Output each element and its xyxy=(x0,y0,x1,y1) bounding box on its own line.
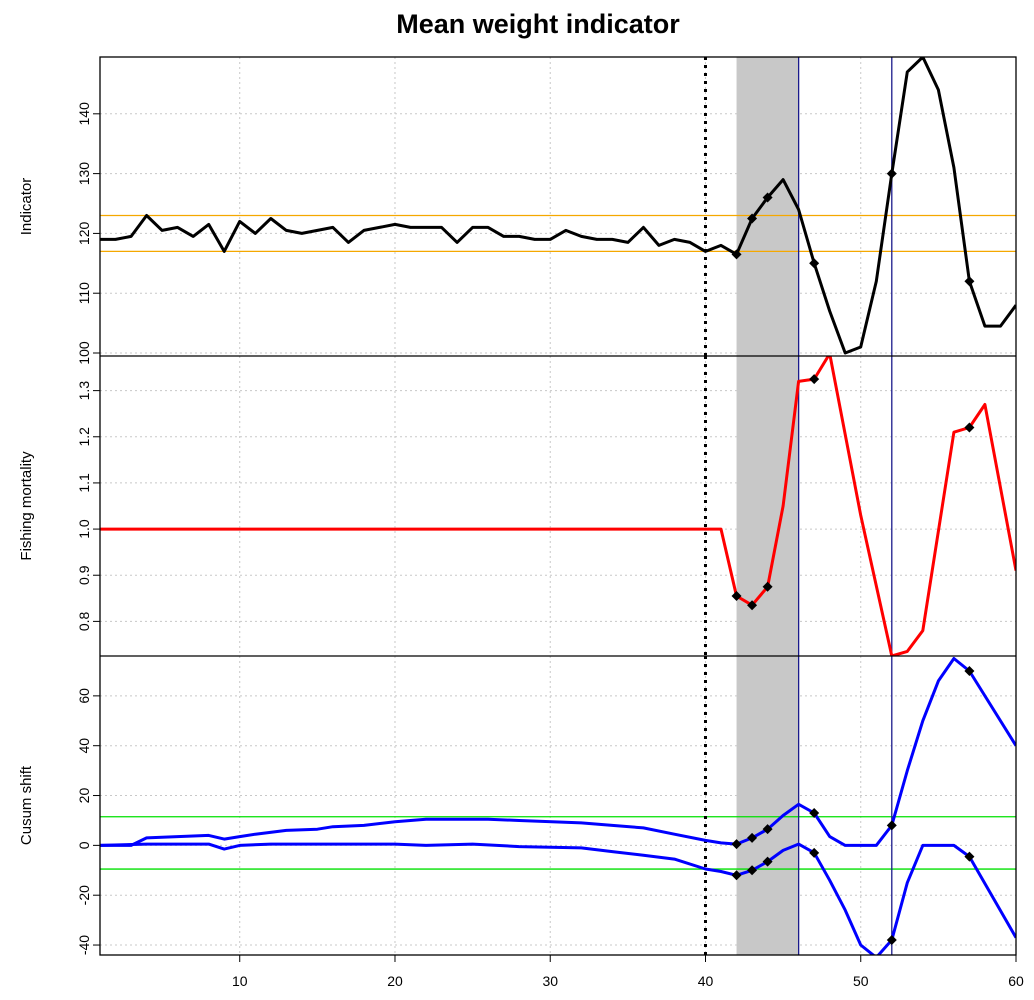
data-point-marker xyxy=(762,581,773,592)
y-tick-label: 140 xyxy=(76,102,92,126)
data-point-marker xyxy=(747,865,758,876)
data-point-marker xyxy=(762,824,773,835)
chart-title: Mean weight indicator xyxy=(396,9,680,39)
data-point-marker xyxy=(747,600,758,611)
x-tick-label: 20 xyxy=(387,973,403,989)
y-tick-label: 60 xyxy=(76,688,92,704)
data-point-marker xyxy=(886,168,897,179)
data-point-marker xyxy=(964,422,975,433)
y-tick-label: 1.0 xyxy=(76,519,92,539)
x-tick-label: 60 xyxy=(1008,973,1024,989)
y-tick-label: 0.8 xyxy=(76,611,92,631)
data-point-marker xyxy=(762,856,773,867)
series-line xyxy=(100,57,1016,355)
y-axis-label: Fishing mortality xyxy=(18,451,35,561)
y-tick-label: 0 xyxy=(76,841,92,849)
panel-plot-area xyxy=(100,356,1016,656)
y-tick-label: 1.1 xyxy=(76,473,92,493)
y-axis-label: Cusum shift xyxy=(18,765,35,845)
y-tick-label: 20 xyxy=(76,788,92,804)
series-line xyxy=(100,842,1016,955)
data-point-marker xyxy=(964,276,975,287)
data-point-marker xyxy=(964,665,975,676)
y-tick-label: 1.2 xyxy=(76,427,92,447)
data-point-marker xyxy=(731,870,742,881)
data-point-marker xyxy=(731,249,742,260)
x-tick-label: 30 xyxy=(542,973,558,989)
y-tick-label: 120 xyxy=(76,222,92,246)
series-line xyxy=(100,657,1016,847)
data-point-marker xyxy=(809,847,820,858)
shaded-region xyxy=(736,57,799,356)
data-point-marker xyxy=(731,839,742,850)
x-tick-label: 50 xyxy=(853,973,869,989)
shaded-region xyxy=(736,656,799,955)
x-tick-label: 10 xyxy=(232,973,248,989)
y-tick-label: -20 xyxy=(76,885,92,905)
y-tick-label: 0.9 xyxy=(76,565,92,585)
y-tick-label: 110 xyxy=(76,282,92,305)
data-point-marker xyxy=(809,807,820,818)
data-point-marker xyxy=(964,851,975,862)
panel-cusum-shift: -40 -20 0 20 40 60 Cusum shift xyxy=(18,656,1016,955)
data-point-marker xyxy=(809,374,820,385)
y-tick-label: 40 xyxy=(76,738,92,754)
y-tick-label: 1.3 xyxy=(76,381,92,401)
y-tick-label: -40 xyxy=(76,935,92,955)
plot-frame xyxy=(99,56,1017,956)
data-point-marker xyxy=(886,820,897,831)
y-tick-label: 100 xyxy=(76,341,92,365)
shaded-region xyxy=(736,356,799,656)
data-point-marker xyxy=(747,213,758,224)
data-point-marker xyxy=(731,591,742,601)
plot-border xyxy=(99,56,1017,956)
data-point-marker xyxy=(809,258,820,269)
x-axis: 10 20 30 40 50 60 xyxy=(232,955,1024,989)
data-point-marker xyxy=(747,832,758,843)
series-line xyxy=(100,356,1016,656)
panel-plot-area xyxy=(100,57,1016,356)
y-tick-label: 130 xyxy=(76,162,92,186)
panel-fishing-mortality: 0.8 0.9 1.0 1.1 1.2 1.3 Fishing mortality xyxy=(18,356,1016,656)
y-axis-label: Indicator xyxy=(18,178,35,236)
panel-plot-area xyxy=(100,656,1016,955)
data-point-marker xyxy=(886,935,897,946)
x-tick-label: 40 xyxy=(698,973,714,989)
data-point-marker xyxy=(762,192,773,203)
panel-indicator: 100 110 120 130 140 Indicator xyxy=(18,57,1016,365)
